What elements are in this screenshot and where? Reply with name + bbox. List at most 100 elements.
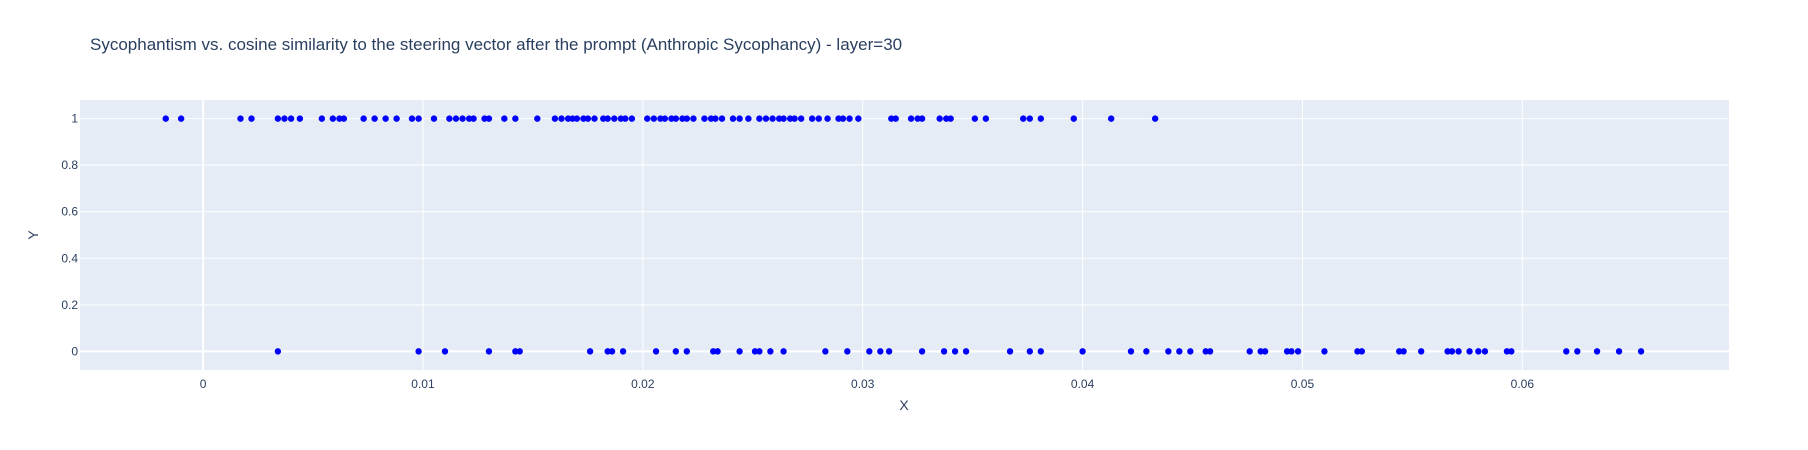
data-points [162, 115, 1645, 355]
data-point [1283, 348, 1291, 355]
data-point [707, 115, 715, 122]
data-point [281, 115, 288, 122]
data-point [287, 115, 295, 122]
x-tick-label: 0.01 [411, 377, 435, 391]
data-point [940, 348, 948, 355]
data-point [485, 348, 493, 355]
x-tick-label: 0.04 [1071, 377, 1095, 391]
data-point [918, 348, 926, 355]
data-point [1475, 348, 1482, 355]
data-point [1037, 115, 1045, 122]
data-point [736, 115, 743, 122]
data-point [1176, 348, 1183, 355]
data-point [652, 348, 660, 355]
x-axis-ticks: 0 0.01 0.02 0.03 0.04 0.05 0.06 [200, 377, 1535, 391]
data-point [824, 115, 831, 122]
data-point [481, 115, 488, 122]
data-point [1508, 348, 1515, 355]
data-point [446, 115, 453, 122]
data-point [962, 348, 970, 355]
data-point [1503, 348, 1511, 355]
data-point [855, 115, 862, 122]
data-point [1261, 348, 1269, 355]
data-point [690, 115, 697, 122]
data-point [318, 115, 326, 122]
x-tick-label: 0.06 [1511, 377, 1535, 391]
data-point [1466, 348, 1473, 355]
data-point [683, 115, 691, 122]
data-point [1202, 348, 1209, 355]
data-point [162, 115, 169, 122]
data-point [1037, 348, 1045, 355]
data-point [248, 115, 255, 122]
y-axis-ticks: 0 0.2 0.4 0.6 0.8 1 [61, 112, 78, 359]
y-tick-label: 0.4 [61, 251, 78, 265]
data-point [1615, 348, 1623, 355]
data-point [844, 348, 851, 355]
data-point [485, 115, 493, 122]
x-tick-label: 0.02 [631, 377, 655, 391]
data-point [1481, 348, 1489, 355]
data-point [718, 115, 726, 122]
data-point [644, 115, 651, 122]
data-point [1127, 348, 1135, 355]
data-point [914, 115, 921, 122]
data-point [815, 115, 822, 122]
data-point [756, 348, 763, 355]
data-point [701, 115, 708, 122]
data-point [584, 115, 592, 122]
data-point [1079, 348, 1086, 355]
data-point [1448, 348, 1456, 355]
data-point [604, 348, 611, 355]
data-point [1026, 115, 1034, 122]
data-point [1417, 348, 1425, 355]
data-point [237, 115, 244, 122]
data-point [1455, 348, 1462, 355]
y-axis-title: Y [25, 230, 41, 240]
data-point [591, 115, 598, 122]
data-point [679, 115, 686, 122]
data-point [360, 115, 367, 122]
data-point [1246, 348, 1253, 355]
data-point [622, 115, 629, 122]
data-point [628, 115, 636, 122]
data-point [736, 348, 743, 355]
data-point [947, 115, 954, 122]
data-point [657, 115, 664, 122]
data-point [415, 115, 422, 122]
data-point [888, 115, 895, 122]
data-point [501, 115, 508, 122]
data-point [822, 348, 829, 355]
y-tick-label: 0.8 [61, 158, 78, 172]
data-point [672, 348, 680, 355]
data-point [907, 115, 915, 122]
data-point [877, 348, 884, 355]
data-point [512, 348, 519, 355]
data-point [516, 348, 523, 355]
data-point [1574, 348, 1581, 355]
data-point [611, 115, 618, 122]
data-point [1143, 348, 1150, 355]
data-point [797, 115, 805, 122]
data-point [604, 115, 611, 122]
data-point [982, 115, 990, 122]
data-point [762, 115, 770, 122]
data-point [918, 115, 926, 122]
data-point [564, 115, 572, 122]
x-tick-label: 0.03 [851, 377, 875, 391]
data-point [329, 115, 337, 122]
data-point [1354, 348, 1361, 355]
data-point [780, 348, 787, 355]
data-point [441, 348, 449, 355]
data-point [177, 115, 185, 122]
data-point [729, 115, 737, 122]
data-point [608, 348, 616, 355]
data-point [1444, 348, 1451, 355]
data-point [336, 115, 343, 122]
data-point [786, 115, 794, 122]
data-point [465, 115, 473, 122]
data-point [943, 115, 950, 122]
data-point [551, 115, 559, 122]
data-point [650, 115, 658, 122]
